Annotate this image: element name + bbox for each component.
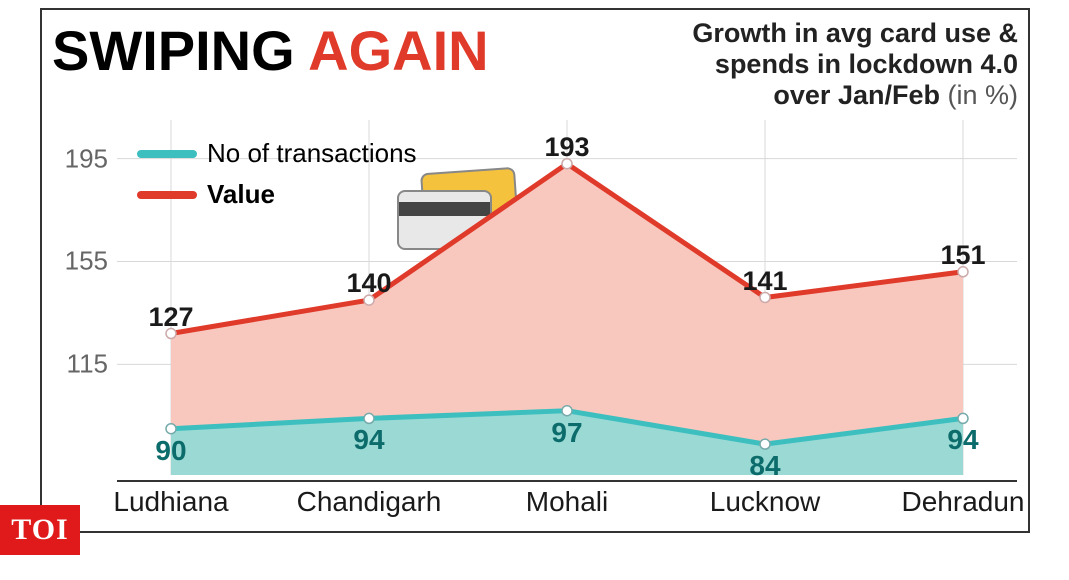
y-tick: 155 <box>65 246 108 277</box>
txn-label: 94 <box>353 424 384 456</box>
x-tick: Mohali <box>526 486 608 518</box>
toi-badge: TOI <box>0 505 80 555</box>
title-word-2: AGAIN <box>308 19 488 82</box>
x-tick: Ludhiana <box>113 486 228 518</box>
title-word-1: SWIPING <box>52 19 295 82</box>
subtitle-line-3: over Jan/Feb <box>773 80 940 110</box>
txn-label: 90 <box>155 435 186 467</box>
legend-label-value: Value <box>207 179 275 210</box>
txn-label: 84 <box>749 450 780 482</box>
value-label: 127 <box>148 302 193 333</box>
legend-label-transactions: No of transactions <box>207 138 417 169</box>
subtitle-line-2: spends in lockdown 4.0 <box>715 49 1018 79</box>
y-axis: 115 155 195 <box>42 120 114 475</box>
legend: No of transactions Value <box>137 138 417 220</box>
x-tick: Chandigarh <box>297 486 442 518</box>
txn-label: 94 <box>947 424 978 456</box>
legend-value: Value <box>137 179 417 210</box>
legend-transactions: No of transactions <box>137 138 417 169</box>
subtitle-paren: (in %) <box>947 80 1018 110</box>
value-label: 140 <box>346 268 391 299</box>
legend-swatch-value <box>137 191 197 199</box>
chart-subtitle: Growth in avg card use & spends in lockd… <box>692 18 1018 111</box>
header: SWIPING AGAIN Growth in avg card use & s… <box>52 18 1018 118</box>
subtitle-line-1: Growth in avg card use & <box>692 18 1018 48</box>
legend-swatch-transactions <box>137 150 197 158</box>
toi-badge-text: TOI <box>11 513 68 547</box>
txn-label: 97 <box>551 417 582 449</box>
x-tick: Dehradun <box>902 486 1025 518</box>
y-tick: 195 <box>65 143 108 174</box>
x-tick: Lucknow <box>710 486 821 518</box>
value-label: 141 <box>742 266 787 297</box>
y-tick: 115 <box>67 349 108 380</box>
x-axis: LudhianaChandigarhMohaliLucknowDehradun <box>117 480 1017 530</box>
chart-frame: SWIPING AGAIN Growth in avg card use & s… <box>40 8 1030 533</box>
value-label: 193 <box>544 132 589 163</box>
chart-title: SWIPING AGAIN <box>52 18 489 83</box>
value-label: 151 <box>940 240 985 271</box>
